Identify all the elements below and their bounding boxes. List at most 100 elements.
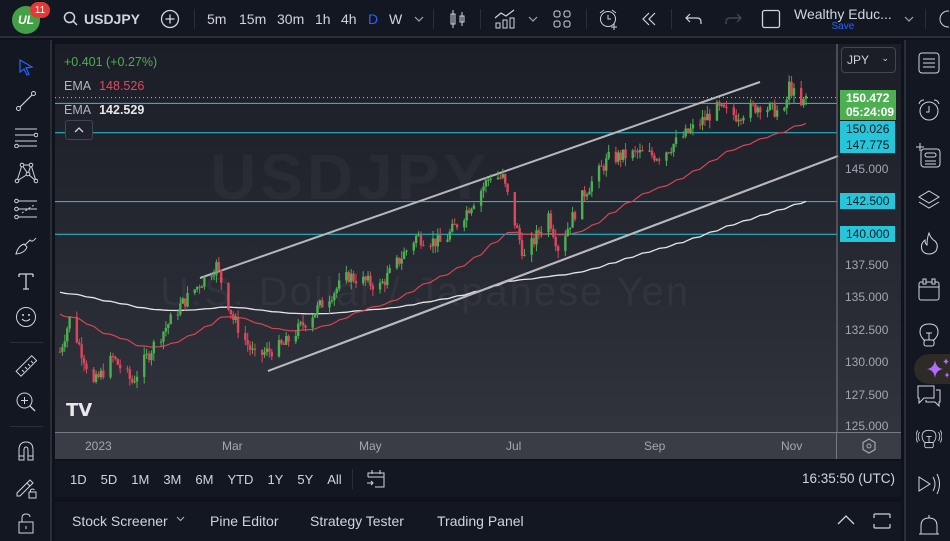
range-5d[interactable]: 5D [100,471,118,487]
rewind-icon [642,12,656,26]
maximize-panel-button[interactable] [873,513,891,529]
emoji-tool[interactable] [13,304,39,330]
candle-body [400,258,403,264]
tradingview-logo[interactable]: TV [66,400,92,421]
timeframe-w[interactable]: W [389,11,403,27]
range-5y[interactable]: 5Y [297,471,314,487]
candle-body [229,309,233,315]
candle-body [496,177,500,180]
candle-body [689,128,692,133]
alert-button[interactable] [598,0,620,38]
candle-body [75,316,79,343]
timeframe-dropdown[interactable] [414,0,424,38]
symbol-search[interactable]: USDJPY [63,0,140,38]
candle-body [489,179,492,181]
candle-body [280,340,283,344]
text-tool[interactable] [13,268,39,294]
candle-body [80,344,83,359]
ai-assistant-button[interactable] [914,354,950,384]
indicators-button[interactable] [494,0,516,38]
range-1d[interactable]: 1D [70,471,87,487]
indicators-dropdown[interactable] [528,0,538,38]
range-all[interactable]: All [327,471,342,487]
chart-pane[interactable]: TV [55,44,901,459]
channel-line-upper[interactable] [199,81,761,279]
candle-body [337,280,341,289]
tab-trading-panel[interactable]: Trading Panel [437,513,524,529]
time-label: Mar [222,439,243,453]
streams-button[interactable] [916,426,942,452]
axis-divider [836,432,837,459]
candle-body [785,99,788,109]
lock-drawings-tool[interactable] [13,474,39,500]
brush-tool[interactable] [13,232,39,258]
candle-body [532,238,536,245]
magnet-tool[interactable] [13,438,39,464]
currency-select[interactable]: JPY ⌄ [841,47,896,73]
tab-pine-editor[interactable]: Pine Editor [210,513,279,529]
measure-tool[interactable] [13,354,39,380]
alerts-button[interactable] [916,97,942,123]
list-icon [918,52,940,74]
ema-fast-legend[interactable]: EMA 148.526 [64,79,145,93]
date-range-bar: 1D 5D 1M 3M 6M YTD 1Y 5Y All 16:35:50 (U… [55,461,901,497]
tab-stock-screener[interactable]: Stock Screener [72,513,168,529]
lock-all-tool[interactable] [13,510,39,536]
range-1y[interactable]: 1Y [267,471,284,487]
ema-slow-line [59,200,807,315]
timeframe-d[interactable]: D [368,11,379,27]
candle-body [648,150,651,152]
replay-button[interactable] [640,0,658,38]
zoom-tool[interactable] [13,389,39,415]
quick-search-button[interactable] [935,0,949,38]
fullscreen-square-button[interactable] [761,0,781,38]
range-ytd[interactable]: YTD [227,471,254,487]
cursor-tool[interactable] [13,54,39,80]
timeframe-5m[interactable]: 5m [207,11,227,27]
settings-hexagon-icon [862,438,876,454]
candle-body [547,213,550,233]
notifications-button[interactable] [916,514,942,540]
expand-panel-button[interactable] [837,515,855,525]
chats-button[interactable] [916,383,942,409]
timeframe-30m[interactable]: 30m [277,11,305,27]
tab-strategy-tester[interactable]: Strategy Tester [310,513,404,529]
prediction-tool[interactable] [13,196,39,222]
object-tree-button[interactable] [916,142,942,168]
ideas-button[interactable] [916,322,942,348]
ema-slow-legend[interactable]: EMA 142.529 [64,103,145,117]
chart-settings-button[interactable] [861,438,877,454]
stock-screener-dropdown[interactable] [176,516,185,522]
candle-body [484,180,488,187]
redo-button[interactable] [724,0,742,38]
chart-type-button[interactable] [449,0,467,38]
data-window-button[interactable] [916,187,942,213]
range-6m[interactable]: 6M [195,471,214,487]
goto-date-button[interactable] [366,469,386,489]
trend-line-tool[interactable] [13,88,39,114]
time-axis[interactable]: 2023 Mar May Jul Sep Nov [55,432,901,459]
range-1m[interactable]: 1M [131,471,150,487]
timeframe-4h[interactable]: 4h [341,11,357,27]
fib-tool[interactable] [13,124,39,150]
timeframe-15m[interactable]: 15m [239,11,267,27]
pattern-tool[interactable] [13,160,39,186]
watermark-symbol: USDJPY [210,140,490,214]
undo-button[interactable] [685,0,703,38]
layout-name-button[interactable]: Wealthy Educ... Save [794,0,892,38]
utc-clock[interactable]: 16:35:50 (UTC) [801,471,895,486]
notifications-feed-button[interactable] [916,471,942,497]
hotlists-button[interactable] [916,230,942,256]
layouts-button[interactable] [553,0,571,38]
timeframe-1h[interactable]: 1h [315,11,331,27]
channel-line-lower[interactable] [267,155,839,372]
calendar-button[interactable] [916,277,942,303]
layout-dropdown[interactable] [904,0,914,38]
compare-symbol-button[interactable] [160,0,180,38]
watchlist-button[interactable] [916,50,942,76]
range-3m[interactable]: 3M [163,471,182,487]
collapse-legend-button[interactable] [65,120,93,140]
layout-name: Wealthy Educ... [794,6,892,22]
candle-body [212,275,216,277]
candle-body [783,108,786,111]
